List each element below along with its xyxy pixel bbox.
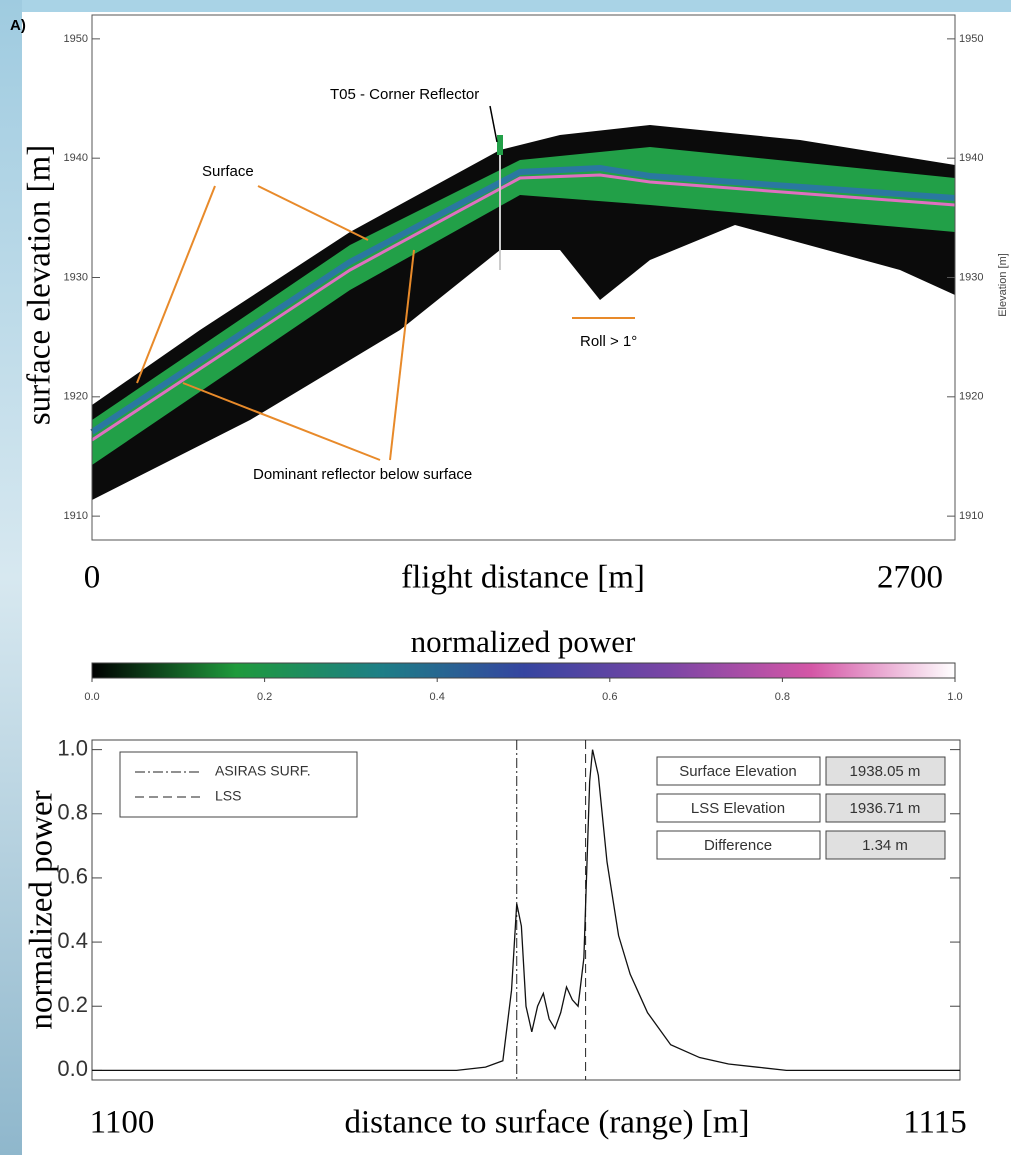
x-tick-label: 0 — [84, 560, 101, 596]
table-label: Surface Elevation — [679, 763, 797, 780]
background-strip — [0, 0, 1011, 12]
annotation-arrow — [489, 105, 498, 143]
legend — [119, 751, 358, 818]
table-cell — [656, 756, 821, 786]
annotation: Roll > 1° — [580, 333, 637, 350]
y-tick-label: 0.6 — [57, 864, 88, 889]
legend-label: LSS — [215, 788, 241, 804]
table-cell — [825, 756, 946, 786]
x-axis-label: distance to surface (range) [m] — [345, 1105, 750, 1141]
table-value: 1.34 m — [862, 837, 908, 854]
y-tick-label: 0.8 — [57, 800, 88, 825]
radar-image — [90, 125, 956, 500]
x-tick-label: 0.2 — [257, 691, 272, 703]
colorbar — [91, 662, 956, 679]
panel-label: A) — [10, 17, 26, 34]
y2-tick-label: 1920 — [959, 391, 983, 403]
line — [92, 749, 960, 1072]
y-tick-label: 1.0 — [57, 735, 88, 760]
y-tick-label: 0.2 — [57, 992, 88, 1017]
table-label: Difference — [704, 837, 772, 854]
table-cell — [825, 793, 946, 823]
y-tick-label: 1910 — [64, 510, 88, 522]
y2-tick-label: 1930 — [959, 271, 983, 283]
x-axis-label: flight distance [m] — [401, 560, 645, 596]
legend-label: ASIRAS SURF. — [215, 763, 311, 779]
y2-tick-label: 1910 — [959, 510, 983, 522]
x-tick-label: 1100 — [90, 1105, 155, 1141]
y-axis-label: normalized power — [24, 790, 60, 1029]
y-tick-label: 1940 — [64, 152, 88, 164]
table-cell — [656, 830, 821, 860]
x-tick-label: 0.8 — [775, 691, 790, 703]
y-tick-label: 0.0 — [57, 1056, 88, 1081]
y2-tick-label: 1950 — [959, 33, 983, 45]
plot-frame — [91, 739, 961, 1081]
table-value: 1936.71 m — [850, 800, 921, 817]
annotation: Dominant reflector below surface — [253, 466, 472, 483]
table-value: 1938.05 m — [850, 763, 921, 780]
annotation: T05 - Corner Reflector — [330, 86, 479, 103]
background-strip — [0, 0, 22, 1155]
y-axis-label: surface elevation [m] — [22, 145, 58, 425]
x-tick-label: 0.4 — [430, 691, 445, 703]
y-tick-label: 1920 — [64, 391, 88, 403]
x-tick-label: 1115 — [903, 1105, 967, 1141]
x-tick-label: 1.0 — [947, 691, 962, 703]
y-tick-label: 1950 — [64, 33, 88, 45]
x-tick-label: 2700 — [877, 560, 943, 596]
annotation: Surface — [202, 163, 254, 180]
table-label: LSS Elevation — [691, 800, 785, 817]
y2-axis-label: Elevation [m] — [997, 253, 1009, 317]
y-tick-label: 0.4 — [57, 928, 88, 953]
colorbar-title: normalized power — [411, 624, 636, 659]
x-tick-label: 0.0 — [84, 691, 99, 703]
y2-tick-label: 1940 — [959, 152, 983, 164]
table-cell — [656, 793, 821, 823]
x-tick-label: 0.6 — [602, 691, 617, 703]
annotation-arrows — [136, 185, 635, 461]
y-tick-label: 1930 — [64, 271, 88, 283]
table-cell — [825, 830, 946, 860]
